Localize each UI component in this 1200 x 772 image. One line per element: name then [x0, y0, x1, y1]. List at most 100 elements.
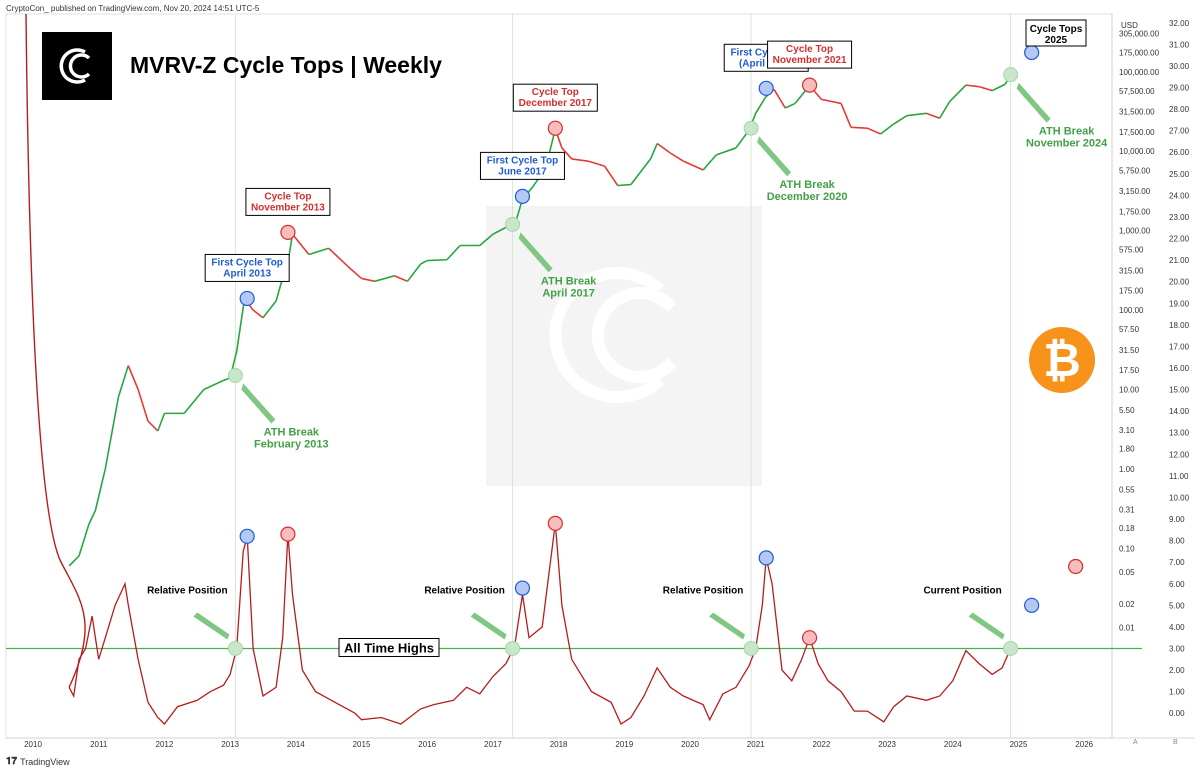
price-segment [702, 154, 717, 171]
price-tick-label: 0.55 [1119, 485, 1135, 494]
price-tick-label: 5.50 [1119, 406, 1135, 415]
price-tick-label: 175,000.00 [1119, 49, 1160, 58]
z-tick-label: 3.00 [1169, 644, 1185, 653]
price-tick-label: 575.00 [1119, 246, 1144, 255]
year-tick-label: 2022 [813, 740, 831, 749]
price-segment [571, 158, 589, 162]
price-tick-label: 305,000.00 [1119, 29, 1160, 38]
price-segment [656, 142, 671, 154]
mvrv-early-line [25, 13, 86, 688]
projection-text: Cycle Tops [1030, 24, 1083, 35]
price-segment [755, 96, 767, 114]
price-segment [394, 275, 408, 283]
annotation-box [204, 253, 290, 282]
price-tick-label: 100,000.00 [1119, 68, 1160, 77]
price-segment [991, 83, 1006, 92]
price-tick-label: 175.00 [1119, 287, 1144, 296]
ath-break-label: April 2017 [542, 287, 595, 299]
price-segment [104, 397, 120, 470]
ath-break-arrow [241, 383, 276, 424]
price-tick-label: 17,500.00 [1119, 128, 1155, 137]
year-tick-label: 2018 [550, 740, 568, 749]
price-tick-label: 1.80 [1119, 445, 1135, 454]
watermark-logo-outer [549, 267, 665, 403]
ath-break-label: ATH Break [541, 275, 597, 287]
price-segment [784, 102, 796, 109]
z-tick-label: 29.00 [1169, 84, 1190, 93]
first-top-z-marker [239, 528, 255, 544]
log-scale-button[interactable]: B [1173, 739, 1178, 746]
currency-label[interactable]: USD [1121, 21, 1138, 30]
price-segment [68, 555, 80, 567]
price-tick-label: 1.00 [1119, 465, 1135, 474]
tradingview-brand[interactable]: 𝟏𝟕 TradingView [6, 756, 70, 767]
z-tick-label: 9.00 [1169, 515, 1185, 524]
cycle-top-marker [547, 120, 563, 136]
annotation-text: Cycle Top [786, 44, 833, 55]
cryptocon-logo [42, 32, 112, 100]
z-tick-label: 19.00 [1169, 299, 1190, 308]
price-segment [893, 115, 908, 125]
price-segment [926, 112, 940, 120]
price-segment [427, 258, 447, 262]
price-segment [361, 277, 375, 283]
year-tick-label: 2013 [221, 740, 239, 749]
ath-break-marker [1003, 67, 1019, 83]
year-tick-label: 2012 [156, 740, 174, 749]
position-arrow [709, 612, 746, 640]
z-tick-label: 32.00 [1169, 19, 1190, 28]
z-tick-label: 18.00 [1169, 321, 1190, 330]
z-tick-label: 14.00 [1169, 407, 1190, 416]
price-tick-label: 0.18 [1119, 524, 1135, 533]
annotation-text: April 2013 [223, 268, 271, 279]
price-segment [308, 247, 329, 256]
price-tick-label: 31.50 [1119, 346, 1140, 355]
price-segment [94, 468, 107, 511]
price-segment [948, 84, 967, 103]
price-tick-label: 31,500.00 [1119, 108, 1155, 117]
price-segment [137, 389, 149, 422]
price-segment [978, 85, 993, 92]
position-marker [227, 640, 243, 656]
z-tick-label: 24.00 [1169, 191, 1190, 200]
price-tick-label: 1,000.00 [1119, 227, 1151, 236]
first-top-z-marker [758, 550, 774, 566]
projection-text: 2025 [1045, 35, 1068, 46]
ath-label-box [338, 637, 440, 657]
price-tick-label: 3.10 [1119, 426, 1135, 435]
z-tick-label: 0.00 [1169, 709, 1185, 718]
price-tick-label: 57,500.00 [1119, 87, 1155, 96]
price-segment [630, 158, 652, 186]
price-tick-label: 5,750.00 [1119, 166, 1151, 175]
cc-logo-icon [59, 48, 91, 84]
annotation-text: June 2017 [498, 166, 547, 177]
price-segment [347, 266, 363, 280]
z-tick-label: 6.00 [1169, 580, 1185, 589]
auto-scale-button[interactable]: A [1133, 739, 1138, 746]
z-tick-label: 5.00 [1169, 601, 1185, 610]
annotation-text: Cycle Top [264, 191, 311, 202]
price-segment [446, 244, 461, 261]
z-tick-label: 12.00 [1169, 450, 1190, 459]
price-segment [603, 165, 619, 186]
price-segment [617, 183, 631, 187]
year-tick-label: 2023 [878, 740, 896, 749]
price-segment [127, 365, 139, 390]
price-segment [850, 126, 868, 129]
price-segment [821, 98, 842, 105]
z-tick-label: 23.00 [1169, 213, 1190, 222]
z-tick-label: 4.00 [1169, 623, 1185, 632]
z-tick-label: 10.00 [1169, 493, 1190, 502]
price-segment [147, 420, 159, 432]
cycle-top-z-marker [280, 526, 296, 542]
price-tick-label: 57.50 [1119, 325, 1140, 334]
price-tick-label: 315.00 [1119, 266, 1144, 275]
price-segment [867, 127, 881, 135]
year-tick-label: 2010 [24, 740, 42, 749]
z-tick-label: 27.00 [1169, 127, 1190, 136]
price-segment [840, 103, 852, 128]
price-segment [157, 413, 166, 432]
first-top-marker [1024, 44, 1040, 61]
price-tick-label: 0.31 [1119, 505, 1135, 514]
annotation-text: First Cycle Top [730, 47, 802, 58]
